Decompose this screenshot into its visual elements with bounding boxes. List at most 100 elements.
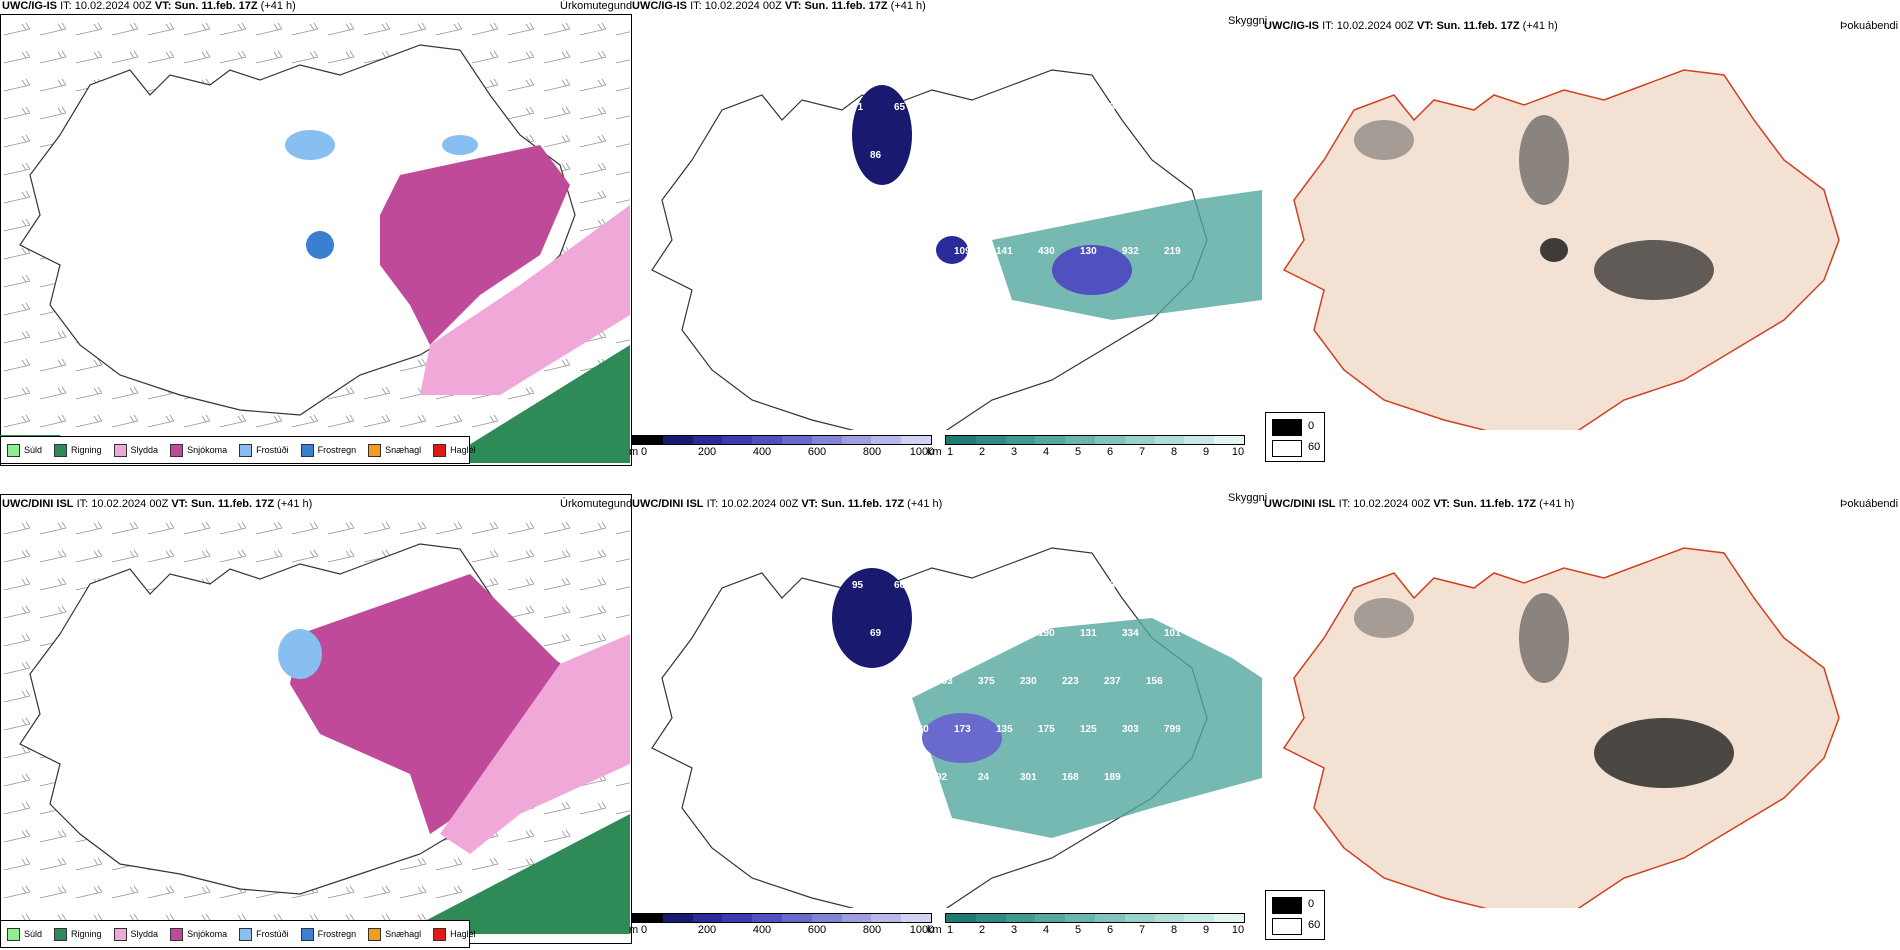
visibility-value-label: 190 bbox=[1038, 628, 1055, 639]
legend-item: Snjókoma bbox=[170, 927, 227, 941]
visibility-value-label: 130 bbox=[852, 294, 869, 305]
visibility-value-label: 209 bbox=[870, 246, 887, 257]
visibility-km-scale-1: km 1 2 3 4 5 6 7 8 9 10 bbox=[927, 435, 1245, 461]
panel-title: Skyggni bbox=[1228, 492, 1268, 504]
legend-swatch bbox=[54, 443, 68, 457]
panel-title: Úrkomutegund bbox=[560, 0, 633, 12]
visibility-value-label: 64 bbox=[912, 150, 924, 161]
legend-item: Rigning bbox=[54, 927, 102, 941]
visibility-km-scale-2: km 1 2 3 4 5 6 7 8 9 10 bbox=[927, 913, 1245, 939]
legend-item: Haglél bbox=[433, 443, 476, 457]
visibility-value-label: 101 bbox=[1164, 628, 1181, 639]
visibility-labels: 95 66 61 74 59 80 13 904 69 76 175 158 190 131 334 101 8… bbox=[852, 580, 1181, 783]
fog-panel-1: UWC/IG-IS IT: 10.02.2024 00Z VT: Sun. 11… bbox=[1264, 0, 1898, 465]
visibility-value-label: 175 bbox=[894, 772, 911, 783]
visibility-map-1: 71 65 61 57 57 75 45 96 86 64 90 107 137 125 167 228 149… bbox=[651, 69, 1262, 430]
visibility-value-label: 932 bbox=[1122, 246, 1139, 257]
visibility-value-label: 862 bbox=[1104, 198, 1121, 209]
legend-item: Súld bbox=[7, 443, 42, 457]
visibility-value-label: 303 bbox=[1122, 724, 1139, 735]
legend-swatch bbox=[433, 927, 447, 941]
visibility-value-label: 189 bbox=[1104, 772, 1121, 783]
visibility-value-label: 66 bbox=[894, 580, 906, 591]
fog-legend-1: 0 60 bbox=[1265, 412, 1325, 462]
visibility-value-label: 74 bbox=[978, 580, 990, 591]
visibility-value-label: 503 bbox=[936, 676, 953, 687]
visibility-value-label: 137 bbox=[1038, 150, 1055, 161]
visibility-value-label: 375 bbox=[978, 676, 995, 687]
precip-type-panel-2: UWC/DINI ISL IT: 10.02.2024 00Z VT: Sun.… bbox=[0, 478, 632, 948]
panel-header: UWC/DINI ISL IT: 10.02.2024 00Z VT: Sun.… bbox=[1264, 498, 1575, 510]
fog-map-1 bbox=[1282, 69, 1840, 430]
visibility-value-label: 287 bbox=[894, 676, 911, 687]
legend-swatch bbox=[7, 927, 20, 941]
visibility-map-2: 95 66 61 74 59 80 13 904 69 76 175 158 190 131 334 101 8… bbox=[651, 547, 1262, 908]
visibility-value-label: 96 bbox=[1146, 102, 1158, 113]
visibility-value-label: 125 bbox=[1080, 724, 1097, 735]
visibility-value-label: 683 bbox=[1146, 198, 1163, 209]
visibility-value-label: 13 bbox=[1104, 580, 1116, 591]
visibility-value-label: 430 bbox=[1038, 246, 1055, 257]
visibility-value-label: 92 bbox=[936, 772, 948, 783]
visibility-value-label: 334 bbox=[1122, 628, 1139, 639]
legend-swatch bbox=[7, 443, 20, 457]
visibility-value-label: 237 bbox=[1104, 676, 1121, 687]
visibility-panel-1: UWC/IG-IS IT: 10.02.2024 00Z VT: Sun. 11… bbox=[632, 0, 1267, 465]
visibility-value-label: 86 bbox=[870, 150, 882, 161]
legend-swatch bbox=[54, 927, 68, 941]
visibility-value-label: 76 bbox=[912, 628, 924, 639]
fog-map-2 bbox=[1282, 547, 1840, 908]
visibility-value-label: 180 bbox=[870, 724, 887, 735]
legend-item: Frostúði bbox=[239, 927, 289, 941]
visibility-value-label: 158 bbox=[996, 628, 1013, 639]
visibility-value-label: 109 bbox=[954, 246, 971, 257]
precip-map-1 bbox=[0, 15, 630, 463]
visibility-value-label: 107 bbox=[996, 150, 1013, 161]
visibility-value-label: 168 bbox=[1062, 772, 1079, 783]
legend-swatch bbox=[113, 927, 127, 941]
panel-header: UWC/IG-IS IT: 10.02.2024 00Z VT: Sun. 11… bbox=[1264, 20, 1558, 32]
legend-item: Haglél bbox=[433, 927, 476, 941]
visibility-value-label: 130 bbox=[1080, 246, 1097, 257]
visibility-labels: 71 65 61 57 57 75 45 96 86 64 90 107 137 125 167 228 149… bbox=[852, 102, 1181, 305]
legend-item: Frostúði bbox=[239, 443, 289, 457]
visibility-m-scale-1: m 0 200 400 600 800 1000 bbox=[629, 435, 934, 461]
visibility-value-label: 160 bbox=[912, 724, 929, 735]
visibility-value-label: 59 bbox=[1020, 580, 1032, 591]
visibility-value-label: 904 bbox=[1146, 580, 1163, 591]
legend-swatch bbox=[368, 927, 382, 941]
legend-swatch bbox=[239, 927, 253, 941]
panel-header: UWC/IG-IS IT: 10.02.2024 00Z VT: Sun. 11… bbox=[2, 0, 296, 12]
precip-legend: Súld Rigning Slydda Snjókoma Frostúði Fr… bbox=[0, 920, 476, 948]
visibility-value-label: 820 bbox=[852, 676, 869, 687]
panel-header: UWC/DINI ISL IT: 10.02.2024 00Z VT: Sun.… bbox=[632, 498, 943, 510]
legend-item: Slydda bbox=[113, 443, 158, 457]
visibility-value-label: 110 bbox=[978, 198, 995, 209]
visibility-value-label: 61 bbox=[936, 580, 948, 591]
visibility-value-label: 230 bbox=[1020, 676, 1037, 687]
panel-title: Þokuábendi bbox=[1840, 498, 1899, 510]
visibility-value-label: 148 bbox=[852, 772, 869, 783]
precip-legend: Súld Rigning Slydda Snjókoma Frostúði Fr… bbox=[0, 436, 476, 464]
visibility-value-label: 173 bbox=[954, 724, 971, 735]
panel-title: Skyggni bbox=[1228, 15, 1268, 27]
visibility-value-label: 175 bbox=[1038, 724, 1055, 735]
fog-panel-2: UWC/DINI ISL IT: 10.02.2024 00Z VT: Sun.… bbox=[1264, 478, 1898, 943]
panel-title: Þokuábendi bbox=[1840, 20, 1899, 32]
visibility-value-label: 149 bbox=[852, 198, 869, 209]
precip-type-panel-1: UWC/IG-IS IT: 10.02.2024 00Z VT: Sun. 11… bbox=[0, 0, 633, 466]
visibility-value-label: 114 bbox=[936, 198, 953, 209]
legend-item: Snæhagl bbox=[368, 443, 421, 457]
visibility-value-label: 61 bbox=[936, 102, 948, 113]
visibility-value-label: 980 bbox=[1062, 198, 1079, 209]
legend-item: Rigning bbox=[54, 443, 102, 457]
legend-swatch bbox=[433, 443, 447, 457]
visibility-value-label: 228 bbox=[1164, 150, 1181, 161]
legend-item: Snjókoma bbox=[170, 443, 227, 457]
visibility-value-label: 167 bbox=[1122, 150, 1139, 161]
visibility-value-label: 69 bbox=[870, 628, 882, 639]
visibility-value-label: 135 bbox=[996, 724, 1013, 735]
visibility-value-label: 71 bbox=[852, 102, 864, 113]
visibility-value-label: 125 bbox=[1080, 150, 1097, 161]
visibility-value-label: 75 bbox=[1062, 102, 1074, 113]
